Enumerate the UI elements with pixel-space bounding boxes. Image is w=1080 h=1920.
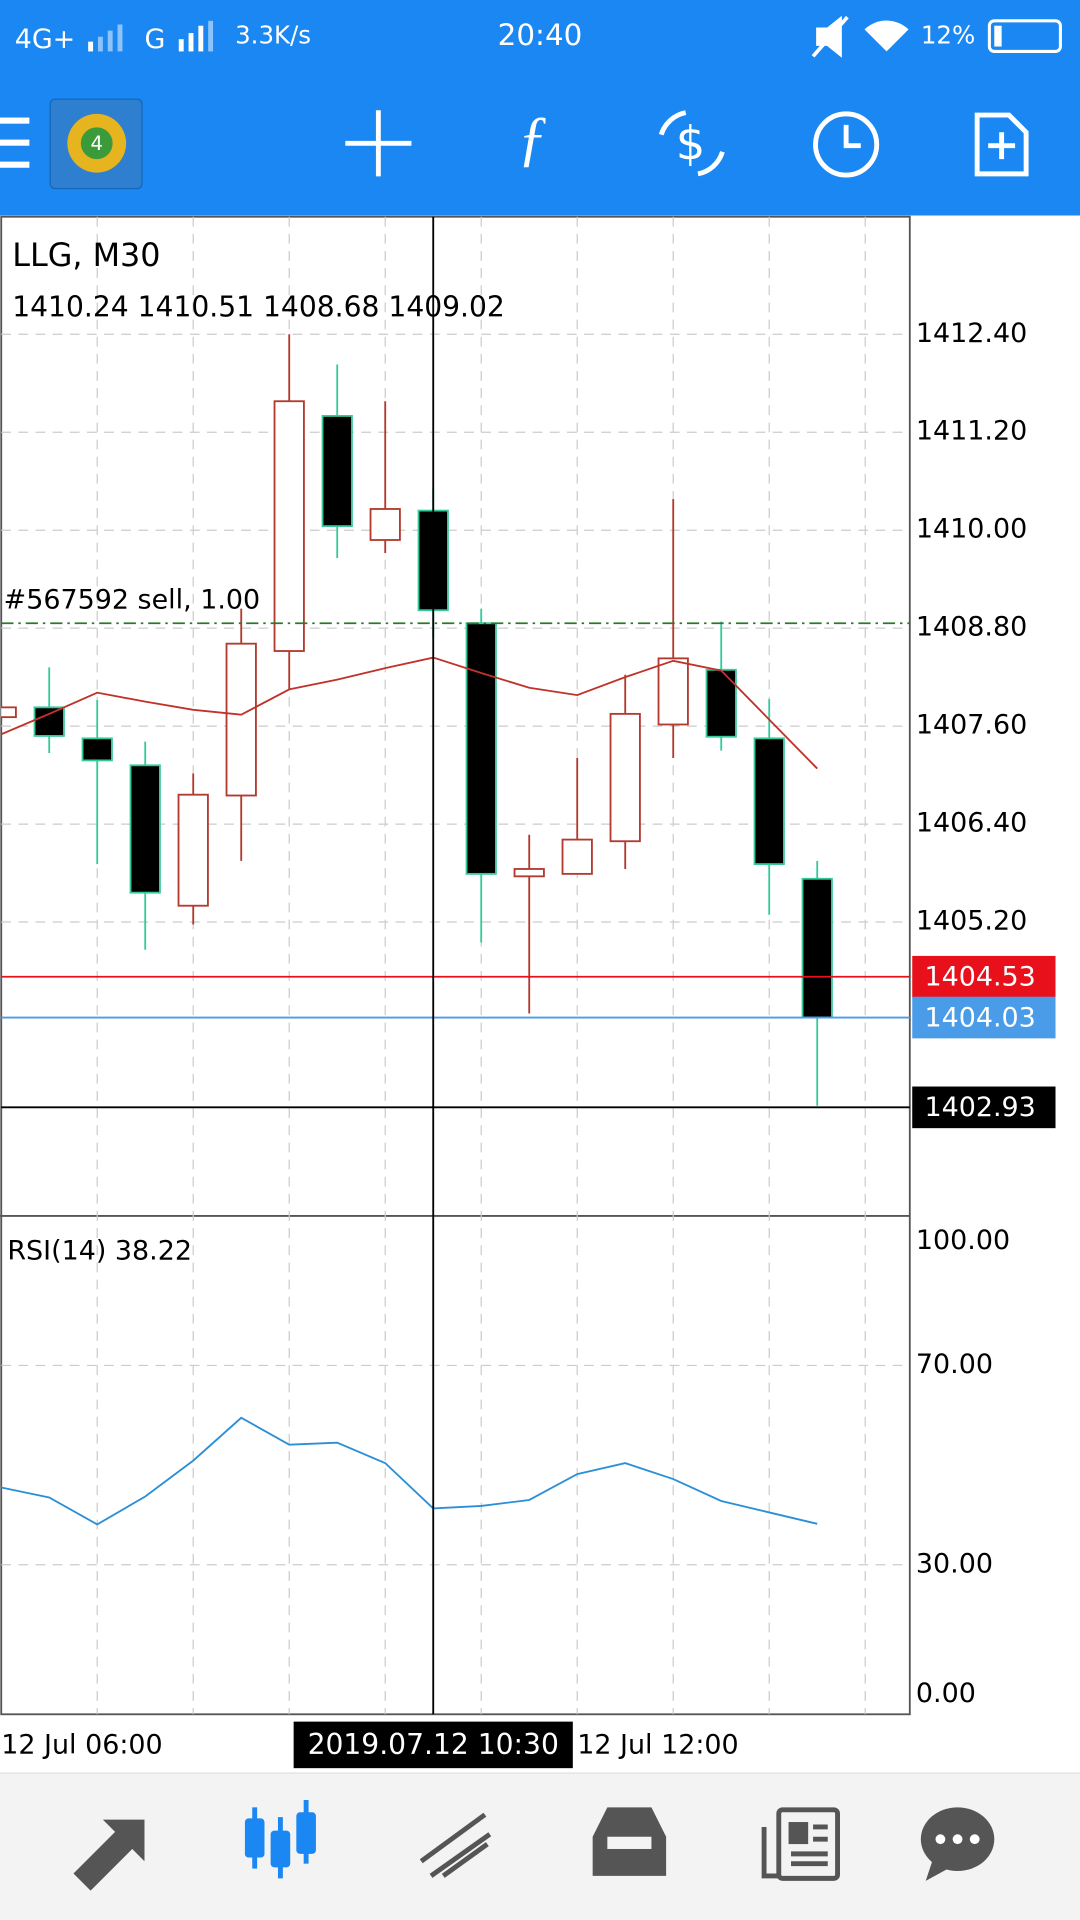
quotes-tab[interactable] bbox=[73, 1819, 145, 1891]
y-tick-label: 1405.20 bbox=[916, 906, 1027, 937]
candle-body bbox=[1, 706, 17, 719]
network: 4G+ bbox=[15, 24, 76, 55]
rsi-header: RSI(14) 38.22 bbox=[7, 1235, 192, 1266]
y-tick-label: 1408.80 bbox=[916, 612, 1027, 643]
x-tick-label: 12 Jul 12:00 bbox=[577, 1730, 738, 1761]
speed: 3.3K/s bbox=[235, 21, 311, 50]
candle-body bbox=[753, 737, 785, 865]
candle-body bbox=[33, 706, 65, 737]
news-tab[interactable] bbox=[761, 1807, 840, 1881]
signal-icon bbox=[88, 20, 214, 52]
menu-button[interactable] bbox=[0, 117, 30, 168]
y-tick-label: 1410.00 bbox=[916, 514, 1027, 545]
y-tick-label: 1412.40 bbox=[916, 318, 1027, 349]
chart-tab[interactable] bbox=[244, 1800, 316, 1879]
price-label-box bbox=[912, 955, 1056, 998]
rsi-line bbox=[1, 1416, 818, 1526]
crosshair-time-box bbox=[293, 1721, 573, 1769]
clock: 20:40 bbox=[498, 18, 583, 52]
network2: G bbox=[144, 24, 165, 55]
candle-body bbox=[513, 868, 545, 878]
history-tab[interactable] bbox=[592, 1807, 667, 1876]
ohlc-header: 1410.24 1410.51 1408.68 1409.02 bbox=[12, 291, 505, 324]
candles bbox=[1, 334, 833, 1106]
price-label: 1404.03 bbox=[924, 1002, 1035, 1033]
order-label: #567592 sell, 1.00 bbox=[4, 585, 261, 616]
price-label-box bbox=[912, 996, 1056, 1039]
ohlc-value: 1409.02 bbox=[388, 291, 504, 324]
trade-button[interactable]: $ bbox=[658, 110, 725, 177]
crosshair-button[interactable] bbox=[345, 110, 412, 177]
ohlc-value: 1410.51 bbox=[138, 291, 254, 324]
plot bbox=[1, 216, 910, 1715]
y-tick-label: 100.00 bbox=[916, 1225, 1010, 1256]
candle-body bbox=[609, 712, 641, 843]
candle-body bbox=[561, 838, 593, 875]
crosshair-time: 2019.07.12 10:30 bbox=[308, 1728, 559, 1761]
mute-icon bbox=[811, 15, 849, 58]
ohlc-value: 1408.68 bbox=[263, 291, 379, 324]
rsi-name: RSI(14) bbox=[7, 1235, 106, 1266]
chat-tab[interactable] bbox=[920, 1807, 995, 1881]
battery-icon bbox=[987, 19, 1062, 53]
y-tick-label: 0.00 bbox=[916, 1678, 976, 1709]
y-tick-label: 1407.60 bbox=[916, 710, 1027, 741]
price-label: 1404.53 bbox=[924, 961, 1035, 992]
candle-body bbox=[321, 414, 353, 528]
y-tick-label: 1411.20 bbox=[916, 416, 1027, 447]
svg-text:4: 4 bbox=[91, 132, 103, 155]
trade-tab[interactable] bbox=[419, 1812, 492, 1878]
candle-body bbox=[273, 400, 305, 652]
period-button[interactable] bbox=[813, 111, 880, 178]
chart-frame bbox=[0, 215, 911, 1716]
moving-average bbox=[1, 656, 818, 770]
candle-body bbox=[225, 642, 257, 797]
chart-title: LLG, M30 bbox=[12, 236, 160, 274]
new-order-button[interactable] bbox=[974, 112, 1029, 177]
candle-body bbox=[657, 657, 689, 726]
battery: 12% bbox=[921, 21, 975, 50]
wifi-icon bbox=[864, 20, 909, 52]
candle-body bbox=[369, 508, 401, 541]
crosshair-price-box bbox=[912, 1086, 1056, 1129]
candle-body bbox=[801, 877, 833, 1019]
y-tick-label: 30.00 bbox=[916, 1548, 993, 1579]
indicators-button[interactable]: ƒ bbox=[517, 105, 548, 173]
app-logo[interactable]: 4 bbox=[49, 98, 143, 190]
y-tick-label: 1406.40 bbox=[916, 808, 1027, 839]
svg-text:$: $ bbox=[676, 116, 706, 170]
candle-body bbox=[81, 737, 113, 762]
candle-body bbox=[465, 622, 497, 875]
crosshair-price: 1402.93 bbox=[924, 1092, 1035, 1123]
candle-body bbox=[129, 764, 161, 894]
candle-body bbox=[177, 793, 209, 907]
ohlc-value: 1410.24 bbox=[12, 291, 128, 324]
y-tick-label: 70.00 bbox=[916, 1349, 993, 1380]
x-tick-label: 12 Jul 06:00 bbox=[1, 1730, 162, 1761]
bottom-nav bbox=[0, 1773, 1080, 1920]
rsi-value: 38.22 bbox=[115, 1235, 192, 1266]
